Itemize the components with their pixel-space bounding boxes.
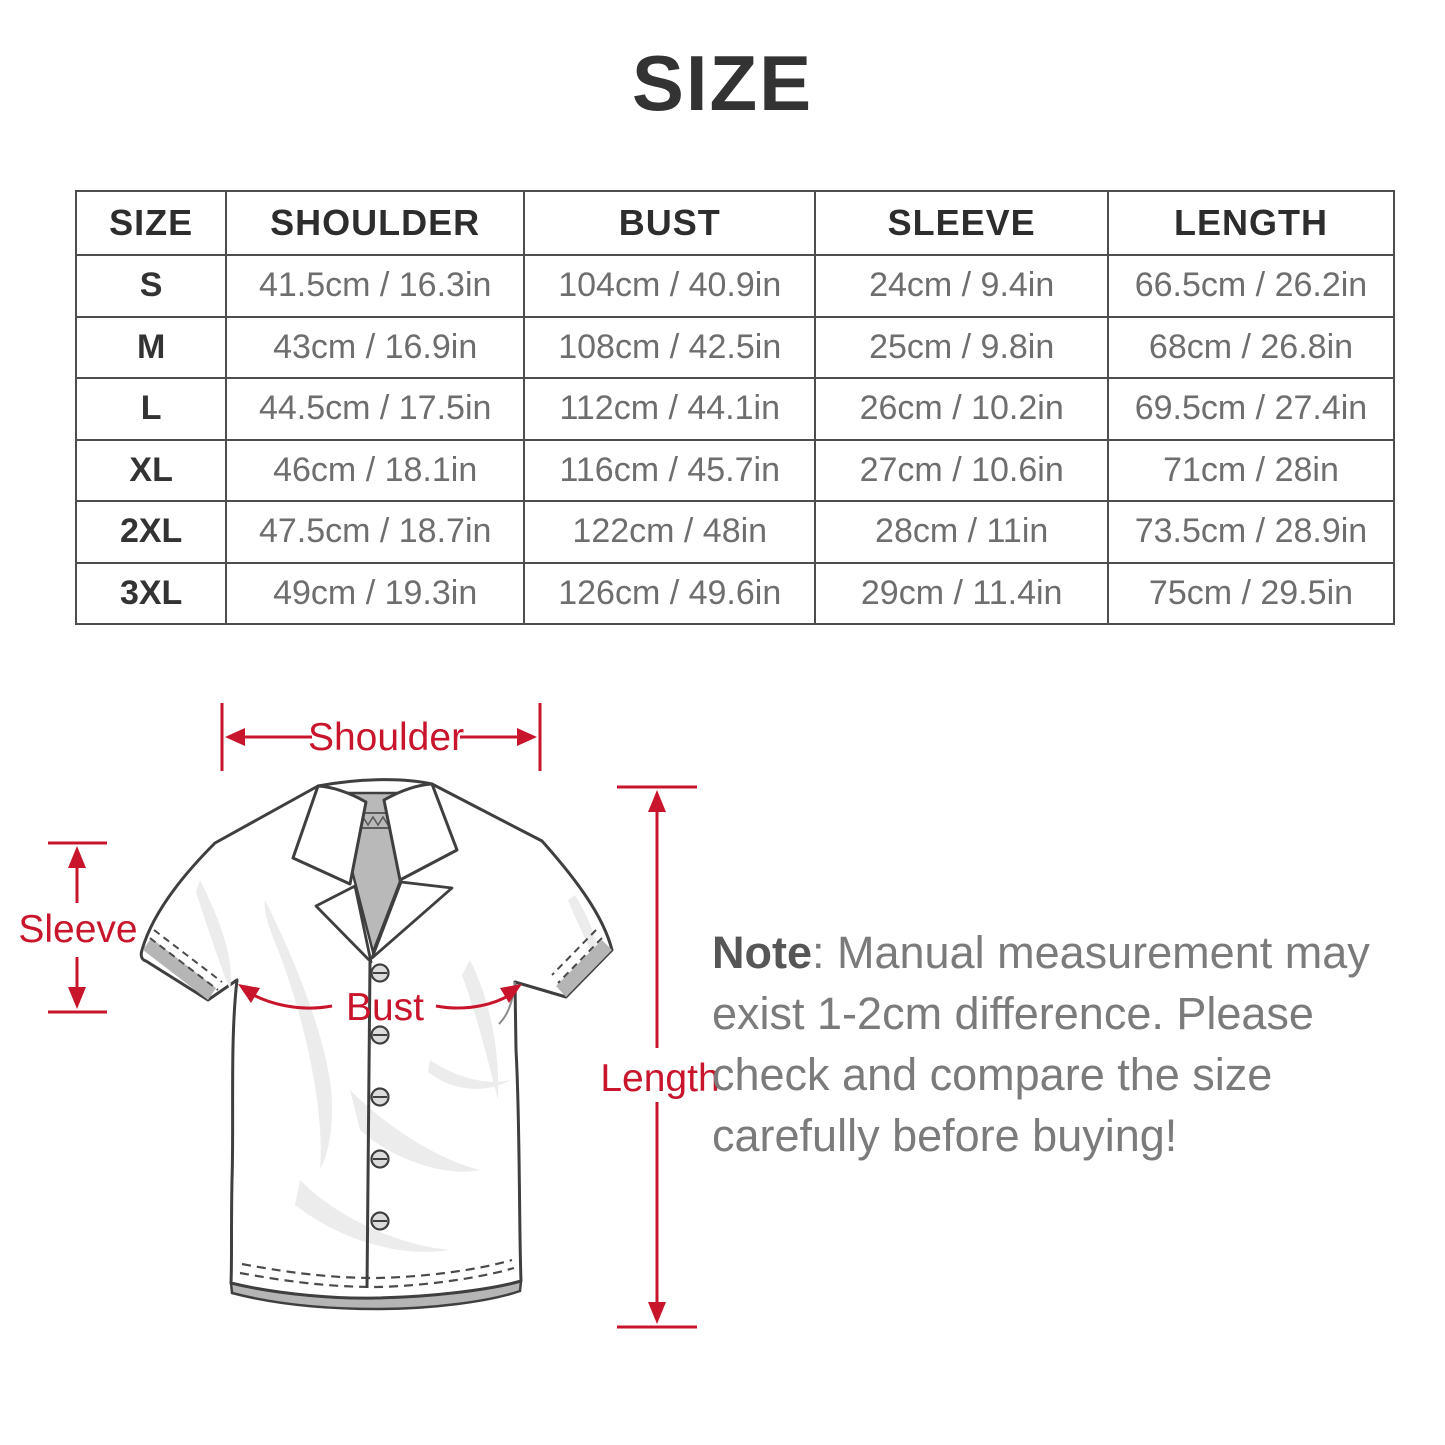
right-lapel <box>370 880 454 960</box>
size-cell: L <box>74 377 228 441</box>
sleeve-cell: 25cm / 9.8in <box>814 315 1109 379</box>
shoulder-cell: 43cm / 16.9in <box>225 315 526 379</box>
bottom-hem-stitching <box>239 1258 515 1289</box>
length-measure-arrow: Length <box>600 785 720 1329</box>
arrowhead-down-icon <box>68 987 86 1009</box>
size-cell: 2XL <box>74 500 228 564</box>
sleeve-cell: 27cm / 10.6in <box>814 438 1109 502</box>
column-header-length: LENGTH <box>1106 190 1396 256</box>
table-header-row: SIZE SHOULDER BUST SLEEVE LENGTH <box>74 190 1396 256</box>
button <box>370 1211 390 1231</box>
left-lapel <box>314 884 373 964</box>
bust-measure-arrow: Bust <box>238 984 522 1029</box>
shoulder-cell: 46cm / 18.1in <box>225 438 526 502</box>
length-cell: 68cm / 26.8in <box>1106 315 1396 379</box>
measure-annotations: Shoulder Sleeve Bust L <box>18 703 720 1329</box>
arrowhead-down-icon <box>648 1302 666 1324</box>
note-body: : Manual measurement may exist 1-2cm dif… <box>712 927 1370 1161</box>
size-table-container: SIZE SHOULDER BUST SLEEVE LENGTH S 41.5c… <box>74 190 1396 625</box>
left-collar-flap <box>291 784 368 886</box>
shoulder-cell: 44.5cm / 17.5in <box>225 377 526 441</box>
button <box>370 1149 390 1169</box>
length-cell: 73.5cm / 28.9in <box>1106 500 1396 564</box>
bust-cell: 108cm / 42.5in <box>523 315 817 379</box>
size-cell: M <box>74 315 228 379</box>
measurement-note: Note: Manual measurement may exist 1-2cm… <box>712 922 1372 1166</box>
length-cell: 66.5cm / 26.2in <box>1106 254 1396 318</box>
shoulder-measure-arrow: Shoulder <box>220 703 542 771</box>
arrowhead-left-icon <box>225 728 245 746</box>
sleeve-label: Sleeve <box>18 908 137 951</box>
size-cell: XL <box>74 438 228 502</box>
size-cell: S <box>74 254 228 318</box>
sleeve-measure-arrow: Sleeve <box>18 841 138 1014</box>
arrowhead-up-icon <box>648 790 666 812</box>
shirt-illustration <box>139 778 614 1311</box>
sleeve-cell: 29cm / 11.4in <box>814 561 1109 625</box>
button <box>370 1087 390 1107</box>
table-row: 3XL 49cm / 19.3in 126cm / 49.6in 29cm / … <box>74 561 1396 625</box>
table-row: XL 46cm / 18.1in 116cm / 45.7in 27cm / 1… <box>74 438 1396 502</box>
right-sleeve-hem <box>551 929 612 997</box>
table-row: 2XL 47.5cm / 18.7in 122cm / 48in 28cm / … <box>74 500 1396 564</box>
bust-label: Bust <box>346 986 424 1029</box>
shirt-measurement-diagram: Shoulder Sleeve Bust L <box>18 703 720 1329</box>
column-header-sleeve: SLEEVE <box>814 190 1109 256</box>
shoulder-cell: 41.5cm / 16.3in <box>225 254 526 318</box>
length-cell: 69.5cm / 27.4in <box>1106 377 1396 441</box>
shoulder-cell: 47.5cm / 18.7in <box>225 500 526 564</box>
arrowhead-up-icon <box>68 846 86 868</box>
column-header-size: SIZE <box>74 190 228 256</box>
column-header-bust: BUST <box>523 190 817 256</box>
bust-cell: 126cm / 49.6in <box>523 561 817 625</box>
note-label: Note <box>712 927 812 978</box>
bust-cell: 112cm / 44.1in <box>523 377 817 441</box>
placket-line <box>365 961 372 1289</box>
right-collar-flap <box>382 782 459 882</box>
button <box>370 1025 390 1045</box>
table-row: S 41.5cm / 16.3in 104cm / 40.9in 24cm / … <box>74 254 1396 318</box>
table-row: M 43cm / 16.9in 108cm / 42.5in 25cm / 9.… <box>74 315 1396 379</box>
button <box>370 963 390 983</box>
table-row: L 44.5cm / 17.5in 112cm / 44.1in 26cm / … <box>74 377 1396 441</box>
arrowhead-left-icon <box>238 984 260 1003</box>
shoulder-label: Shoulder <box>308 716 464 759</box>
size-cell: 3XL <box>74 561 228 625</box>
length-cell: 71cm / 28in <box>1106 438 1396 502</box>
arrowhead-right-icon <box>500 984 522 1003</box>
bust-cell: 116cm / 45.7in <box>523 438 817 502</box>
sleeve-cell: 26cm / 10.2in <box>814 377 1109 441</box>
bust-cell: 122cm / 48in <box>523 500 817 564</box>
bust-cell: 104cm / 40.9in <box>523 254 817 318</box>
length-cell: 75cm / 29.5in <box>1106 561 1396 625</box>
sleeve-cell: 28cm / 11in <box>814 500 1109 564</box>
length-label: Length <box>600 1057 719 1100</box>
left-sleeve-hem <box>143 929 223 1000</box>
arrowhead-right-icon <box>517 728 537 746</box>
column-header-shoulder: SHOULDER <box>225 190 526 256</box>
sleeve-cell: 24cm / 9.4in <box>814 254 1109 318</box>
buttons <box>370 963 390 1231</box>
size-table: SIZE SHOULDER BUST SLEEVE LENGTH S 41.5c… <box>74 190 1396 625</box>
wrinkle-shading <box>196 880 599 1252</box>
shoulder-cell: 49cm / 19.3in <box>225 561 526 625</box>
page-title: SIZE <box>631 39 814 127</box>
